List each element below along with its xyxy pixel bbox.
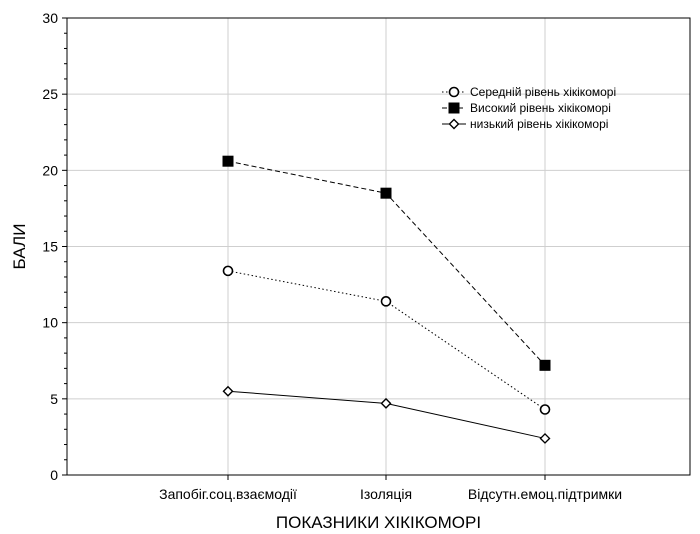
data-point bbox=[539, 359, 551, 371]
x-axis-ticks: Запобіг.соц.взаємодії Ізоляція Відсутн.емо… bbox=[159, 475, 622, 502]
legend-label: Середній рівень хікікоморі bbox=[470, 85, 616, 99]
y-tick-label: 0 bbox=[50, 467, 58, 483]
data-point bbox=[380, 397, 392, 409]
series-group bbox=[222, 155, 551, 444]
legend: Середній рівень хікікоморі Високий рівень… bbox=[442, 85, 616, 131]
data-point bbox=[222, 385, 234, 397]
legend-item: Високий рівень хікікоморі bbox=[442, 101, 611, 115]
y-axis-ticks: 0 5 10 15 20 25 30 bbox=[42, 10, 67, 483]
y-tick-label: 5 bbox=[50, 391, 58, 407]
legend-marker bbox=[448, 86, 460, 98]
grid bbox=[67, 18, 690, 475]
x-tick-label: Ізоляція bbox=[360, 486, 412, 502]
y-tick-label: 20 bbox=[42, 162, 58, 178]
y-tick-label: 30 bbox=[42, 10, 58, 26]
legend-item: низький рівень хікікоморі bbox=[442, 117, 608, 131]
y-tick-label: 10 bbox=[42, 315, 58, 331]
legend-marker bbox=[448, 118, 460, 130]
data-point bbox=[380, 187, 392, 199]
series-0 bbox=[222, 265, 551, 415]
legend-label: низький рівень хікікоморі bbox=[470, 117, 608, 131]
x-tick-label: Запобіг.соц.взаємодії bbox=[159, 486, 297, 502]
legend-label: Високий рівень хікікоморі bbox=[470, 101, 611, 115]
data-point bbox=[222, 155, 234, 167]
y-tick-label: 15 bbox=[42, 239, 58, 255]
data-point bbox=[222, 265, 234, 277]
x-axis-title: ПОКАЗНИКИ ХІКІКОМОРІ bbox=[276, 513, 481, 532]
series-1 bbox=[222, 155, 551, 371]
legend-marker bbox=[448, 102, 460, 114]
series-2 bbox=[222, 385, 551, 444]
data-point bbox=[539, 404, 551, 415]
y-tick-label: 25 bbox=[42, 86, 58, 102]
y-axis-title: БАЛИ bbox=[10, 224, 29, 270]
legend-item: Середній рівень хікікоморі bbox=[442, 85, 616, 99]
data-point bbox=[539, 432, 551, 444]
data-point bbox=[380, 296, 392, 307]
x-tick-label: Відсутн.емоц.підтримки bbox=[468, 486, 622, 502]
